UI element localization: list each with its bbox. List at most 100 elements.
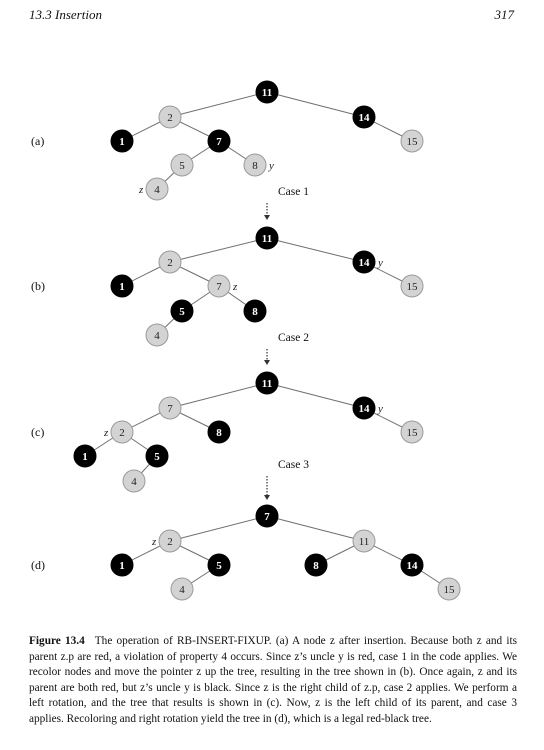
pointer-label-z: z [103,427,109,439]
tree-node: 5 [208,554,230,576]
node-key: 1 [82,451,88,463]
node-key: 14 [407,560,419,572]
figure-label: Figure 13.4 [29,635,85,647]
node-key: 11 [262,233,272,245]
node-key: 1 [119,281,125,293]
tree-panel-d: (d)72 111 5 8 144 15z [31,505,460,600]
panel-label: (d) [31,558,45,572]
node-key: 5 [179,306,185,318]
node-key: 7 [216,281,222,293]
case-transition-arrow: Case 2 [264,332,309,365]
panel-label: (b) [31,279,45,293]
node-key: 4 [154,184,160,196]
tree-edge [267,383,364,408]
pointer-label-y: y [377,403,383,415]
case-label: Case 3 [278,459,309,471]
tree-node: 15 [401,421,423,443]
tree-edge [170,238,267,262]
tree-node: 14 [401,554,423,576]
panel-label: (c) [31,425,44,439]
tree-node: 14 [353,251,375,273]
tree-edge [170,516,267,541]
panel-label: (a) [31,134,44,148]
node-key: 5 [216,560,222,572]
case-transition-arrow: Case 3 [264,459,309,500]
node-key: 8 [216,427,222,439]
tree-node: 4 [171,578,193,600]
arrowhead [264,360,270,365]
tree-node: 14 [353,106,375,128]
node-key: 2 [119,427,125,439]
node-key: 7 [216,136,222,148]
tree-node: 8 [305,554,327,576]
tree-node: 4 [146,178,168,200]
tree-node: 8 [208,421,230,443]
arrowhead [264,495,270,500]
tree-node: 2 [159,530,181,552]
tree-edge [267,92,364,117]
tree-node: 2 [159,106,181,128]
tree-node: 14 [353,397,375,419]
node-key: 14 [359,112,371,124]
node-key: 5 [179,160,185,172]
tree-node: 15 [401,130,423,152]
node-key: 4 [131,476,137,488]
tree-node: 4 [146,324,168,346]
tree-node: 4 [123,470,145,492]
arrowhead [264,215,270,220]
tree-node: 8 [244,154,266,176]
node-key: 11 [262,378,272,390]
tree-node: 11 [256,372,278,394]
node-key: 2 [167,257,173,269]
tree-node: 8 [244,300,266,322]
node-key: 5 [154,451,160,463]
tree-node: 7 [208,130,230,152]
node-key: 2 [167,112,173,124]
tree-node: 1 [74,445,96,467]
tree-node: 15 [401,275,423,297]
node-key: 4 [179,584,185,596]
tree-edge [170,92,267,117]
node-key: 1 [119,136,125,148]
node-key: 15 [407,136,419,148]
node-key: 1 [119,560,125,572]
tree-node: 2 [159,251,181,273]
tree-panel-b: (b) 11 2 14 1 7 15 5 8 4 z y [31,227,423,346]
tree-node: 11 [353,530,375,552]
tree-node: 1 [111,554,133,576]
pointer-label-y: y [268,160,274,172]
node-key: 15 [407,427,419,439]
tree-node: 15 [438,578,460,600]
tree-node: 5 [146,445,168,467]
node-key: 15 [407,281,419,293]
node-key: 8 [252,306,258,318]
node-key: 7 [264,511,270,523]
tree-edge [170,383,267,408]
tree-edge [267,516,364,541]
node-key: 8 [313,560,319,572]
tree-node: 5 [171,154,193,176]
tree-node: 7 [256,505,278,527]
tree-node: 11 [256,227,278,249]
node-key: 14 [359,403,371,415]
pointer-label-y: y [377,257,383,269]
node-key: 7 [167,403,173,415]
node-key: 11 [359,536,370,548]
tree-node: 7 [159,397,181,419]
node-key: 8 [252,160,258,172]
case-label: Case 2 [278,332,309,344]
tree-node: 5 [171,300,193,322]
node-key: 11 [262,87,272,99]
pointer-label-z: z [151,536,157,548]
node-key: 2 [167,536,173,548]
figure-caption-text: The operation of RB-INSERT-FIXUP. (a) A … [29,635,517,725]
tree-node: 7 [208,275,230,297]
tree-panel-a: (a)112 141 7 155 84zy [31,81,423,200]
case-transition-arrow: Case 1 [264,186,309,220]
tree-edge [267,238,364,262]
tree-node: 1 [111,130,133,152]
pointer-label-z: z [232,281,238,293]
figure-caption: Figure 13.4 The operation of RB-INSERT-F… [29,634,517,728]
